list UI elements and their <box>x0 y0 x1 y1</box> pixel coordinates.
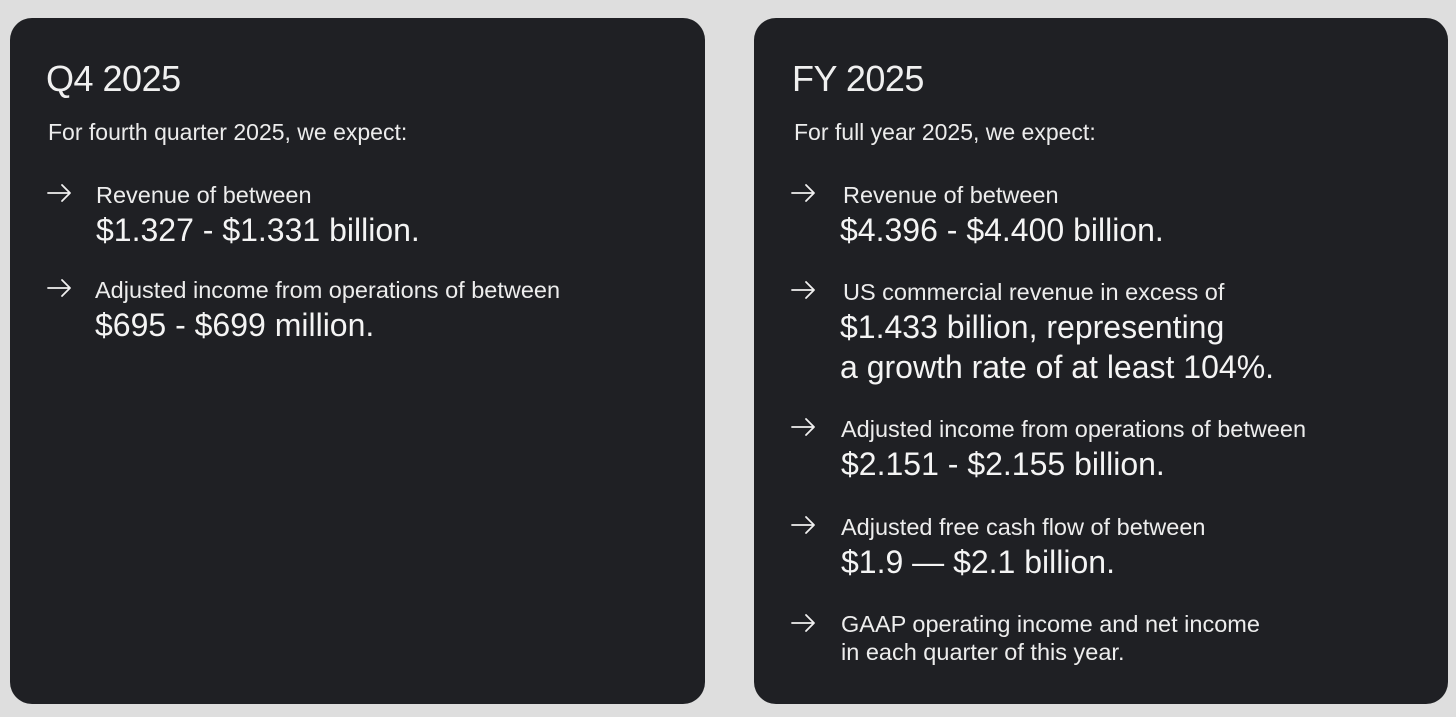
q4-revenue-label: Revenue of between <box>96 182 312 208</box>
fy-gaap-income-line-1: GAAP operating income and net income <box>841 611 1260 637</box>
arrow-right-icon <box>790 612 818 634</box>
fy-free-cash-flow-value: $1.9 — $2.1 billion. <box>841 544 1115 580</box>
q4-adjusted-income-value: $695 - $699 million. <box>95 307 375 343</box>
fy-revenue-label: Revenue of between <box>843 182 1059 208</box>
q4-revenue-value: $1.327 - $1.331 billion. <box>96 212 420 248</box>
arrow-right-icon <box>46 182 74 204</box>
arrow-right-icon <box>790 182 818 204</box>
q4-intro: For fourth quarter 2025, we expect: <box>48 119 408 145</box>
fy-title: FY 2025 <box>792 58 924 99</box>
fy-adjusted-income-label: Adjusted income from operations of betwe… <box>841 416 1307 442</box>
fy-us-commercial-label: US commercial revenue in excess of <box>843 279 1225 305</box>
fy-us-commercial-value-line-1: $1.433 billion, representing <box>840 309 1225 345</box>
arrow-right-icon <box>790 279 818 301</box>
fy-free-cash-flow-label: Adjusted free cash flow of between <box>841 514 1206 540</box>
fy-gaap-income-line-2: in each quarter of this year. <box>841 639 1125 665</box>
q4-adjusted-income-label: Adjusted income from operations of betwe… <box>95 277 561 303</box>
q4-title: Q4 2025 <box>46 58 181 99</box>
fy-us-commercial-value-line-2: a growth rate of at least 104%. <box>840 349 1275 385</box>
q4-guidance-card: Q4 2025 For fourth quarter 2025, we expe… <box>10 18 705 704</box>
fy-guidance-card: FY 2025 For full year 2025, we expect: R… <box>754 18 1448 704</box>
arrow-right-icon <box>790 416 818 438</box>
fy-intro: For full year 2025, we expect: <box>794 119 1096 145</box>
arrow-right-icon <box>46 277 74 299</box>
fy-adjusted-income-value: $2.151 - $2.155 billion. <box>841 446 1165 482</box>
arrow-right-icon <box>790 514 818 536</box>
fy-revenue-value: $4.396 - $4.400 billion. <box>840 212 1164 248</box>
